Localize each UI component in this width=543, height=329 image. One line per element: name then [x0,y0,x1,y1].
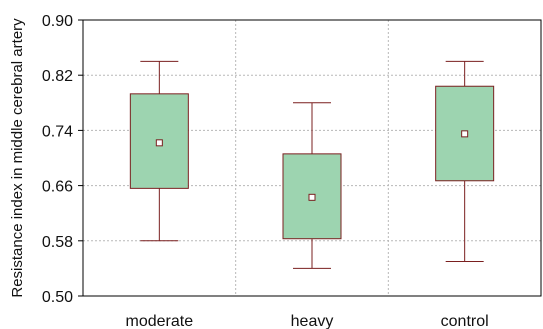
x-tick-label: control [441,313,489,329]
median-marker [461,130,469,138]
y-tick-label: 0.74 [42,123,73,140]
y-tick-label: 0.58 [42,234,73,251]
median-marker [308,193,316,201]
y-tick-label: 0.66 [42,179,73,196]
y-tick-label: 0.50 [42,289,73,306]
x-axis: moderate heavy control [126,313,489,329]
median-marker [155,139,163,147]
x-tick-label: moderate [126,313,194,329]
box-moderate [129,60,189,242]
y-tick-label: 0.90 [42,13,73,30]
y-axis: 0.50 0.58 0.66 0.74 0.82 0.90 [42,13,83,306]
x-tick-label: heavy [291,313,334,329]
box-series [129,60,495,269]
plot-frame [82,19,542,297]
y-tick-label: 0.82 [42,68,73,85]
box-control [435,60,495,262]
y-axis-title: Resistance index in middle cerebral arte… [9,18,26,298]
box-heavy [282,102,342,269]
